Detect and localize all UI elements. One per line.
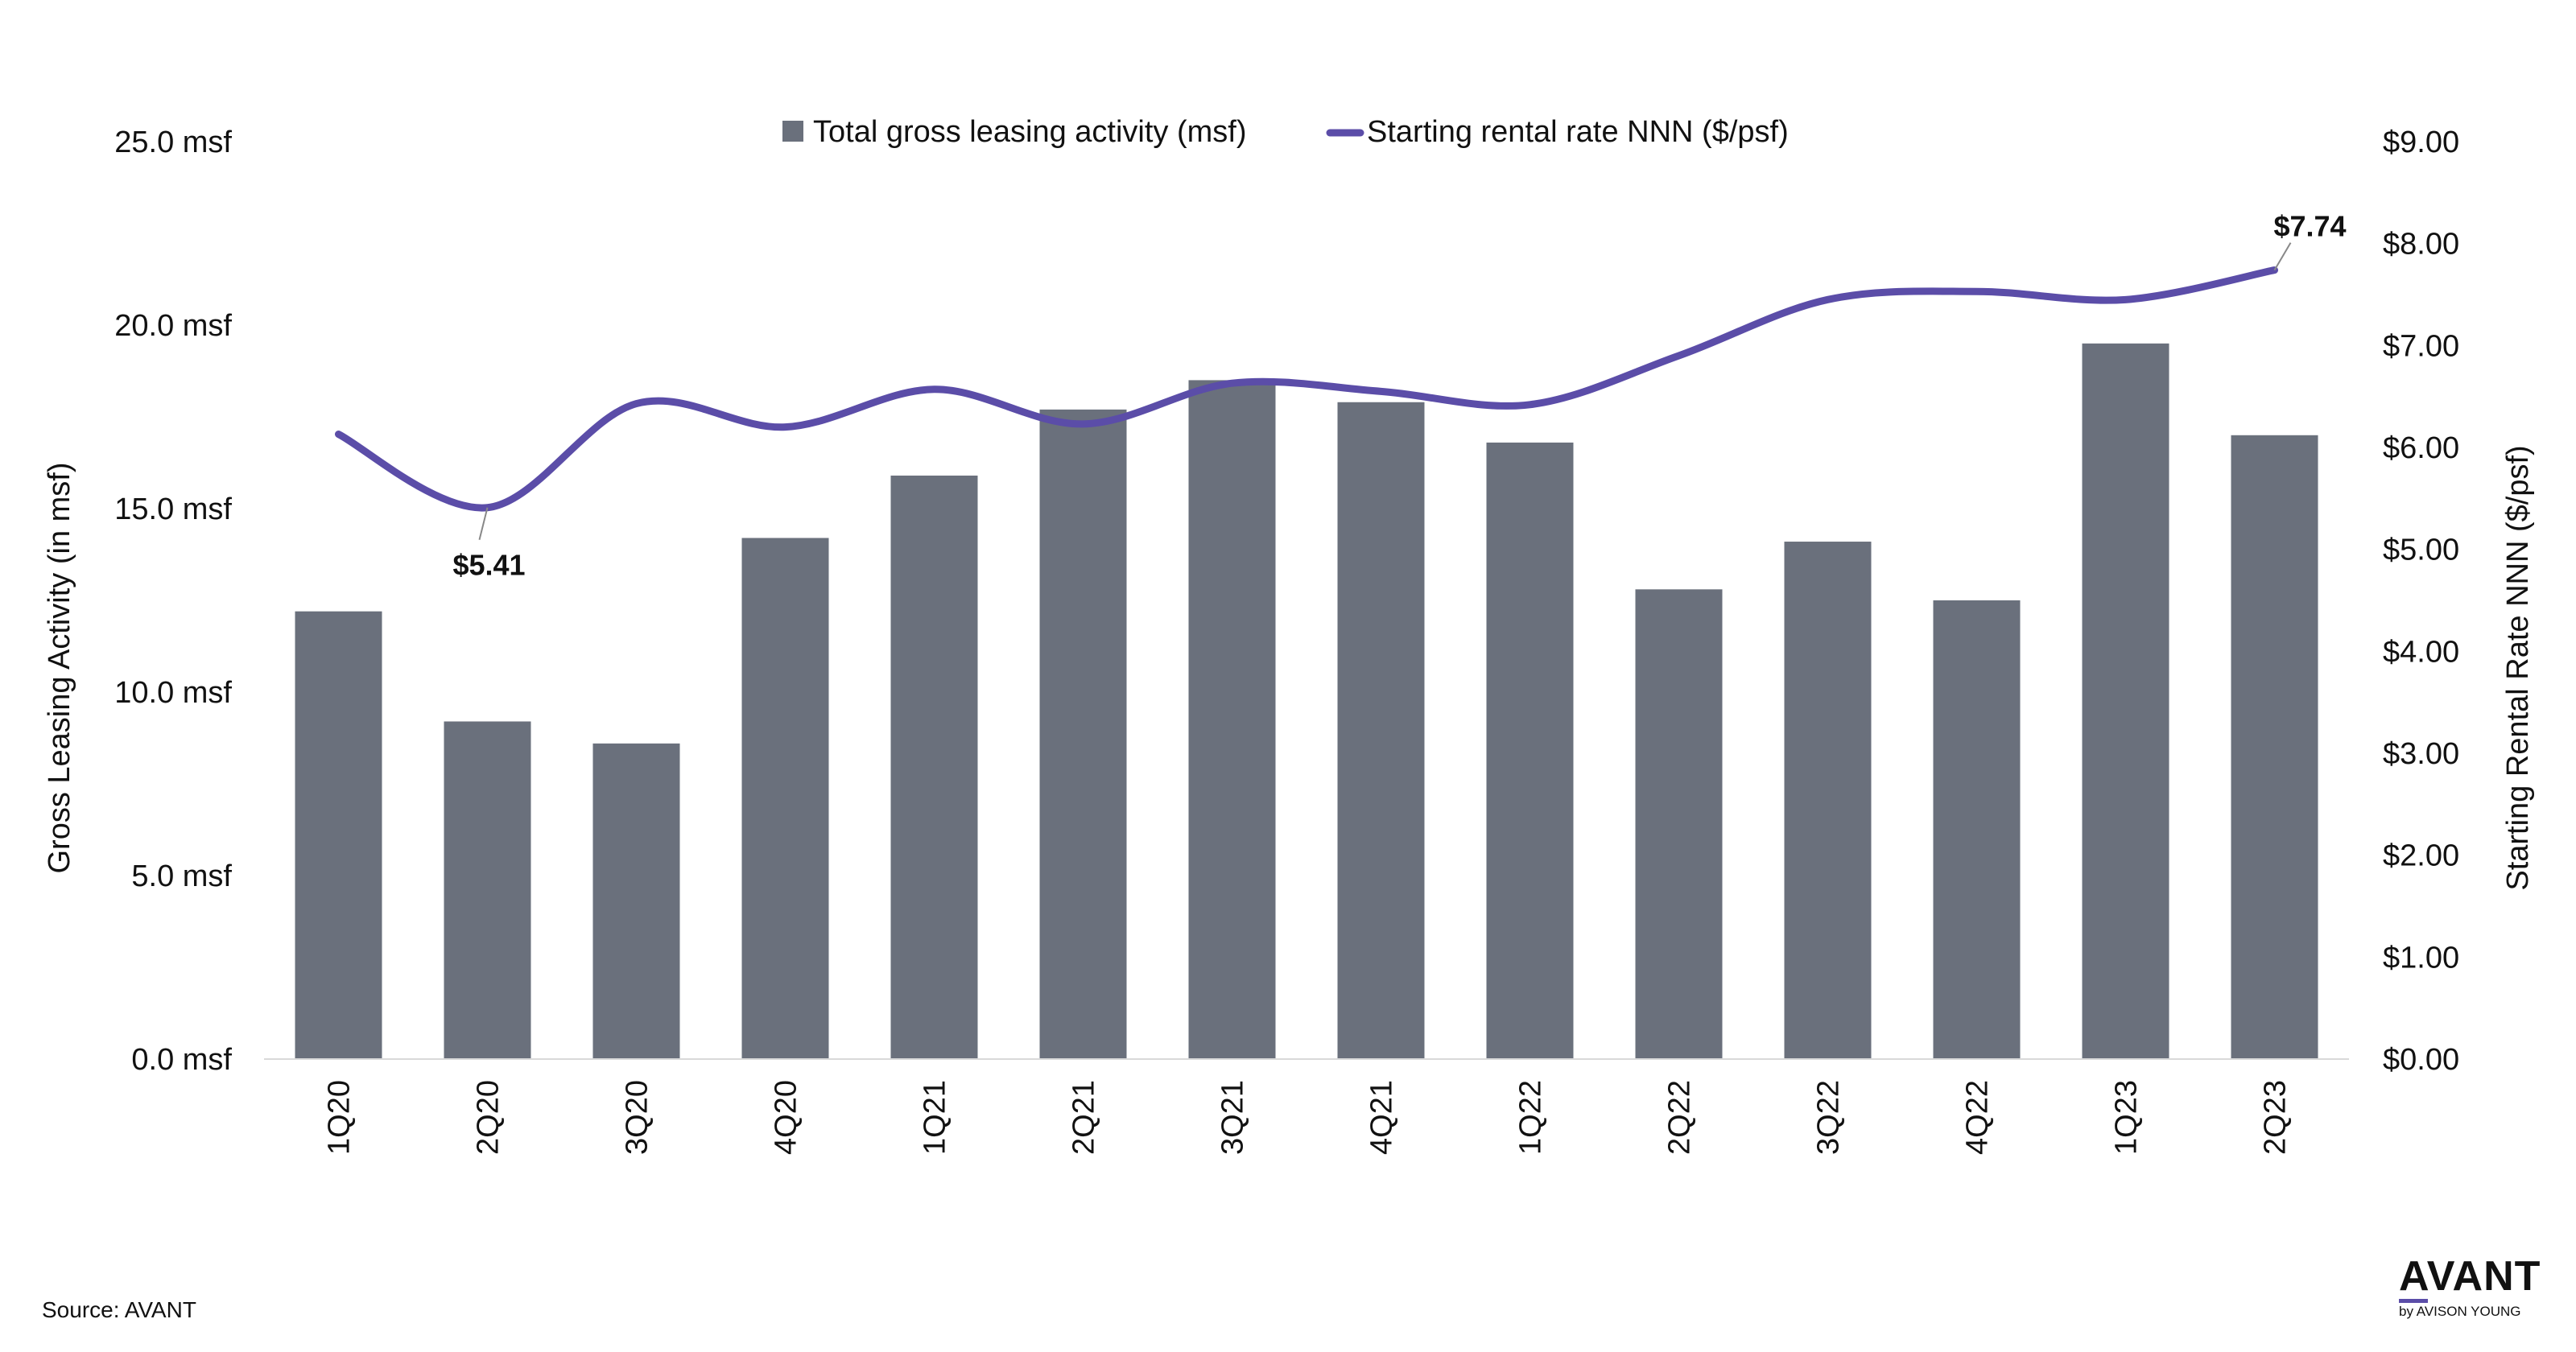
right-tick-label: $5.00	[2383, 534, 2459, 567]
x-tick-label: 1Q22	[1514, 1080, 1548, 1155]
x-tick-label: 1Q20	[323, 1080, 357, 1155]
x-tick-label: 4Q20	[770, 1080, 803, 1155]
right-tick-label: $3.00	[2383, 737, 2459, 771]
line-series	[335, 266, 2278, 512]
right-tick-label: $1.00	[2383, 941, 2459, 975]
right-axis: $0.00 $1.00 $2.00 $3.00 $4.00 $5.00 $6.00 $7.00…	[2383, 126, 2459, 1077]
bar-2q22	[1635, 589, 1723, 1059]
bar-1q20	[295, 611, 382, 1059]
left-tick-label: 20.0 msf	[114, 309, 232, 343]
right-axis-title: Starting Rental Rate NNN ($/psf)	[2501, 445, 2535, 890]
x-axis: 1Q20 2Q20 3Q20 4Q20 1Q21 2Q21 3Q21 4Q21 1Q22 2Q22…	[323, 1080, 2293, 1155]
x-tick-label: 3Q20	[621, 1080, 654, 1155]
left-tick-label: 0.0 msf	[131, 1043, 232, 1077]
avant-logo: AVANT by AVISON YOUNG	[2399, 1255, 2544, 1321]
bar-4q20	[741, 538, 829, 1059]
right-tick-label: $8.00	[2383, 228, 2459, 262]
left-tick-label: 10.0 msf	[114, 676, 232, 710]
x-tick-label: 4Q21	[1365, 1080, 1399, 1155]
logo-accent-bar	[2399, 1299, 2428, 1303]
rental-rate-line	[335, 266, 2278, 512]
bar-1q23	[2082, 343, 2169, 1059]
x-tick-label: 2Q22	[1663, 1080, 1697, 1155]
x-tick-label: 1Q21	[919, 1080, 952, 1155]
bar-4q22	[1933, 600, 2021, 1059]
legend: Total gross leasing activity (msf) Starti…	[782, 115, 1789, 149]
bar-2q21	[1039, 409, 1127, 1059]
bar-3q20	[592, 743, 680, 1059]
bar-1q21	[890, 475, 978, 1059]
callout-label: $5.41	[452, 549, 525, 582]
right-tick-label: $2.00	[2383, 839, 2459, 873]
legend-bar-label: Total gross leasing activity (msf)	[813, 115, 1247, 149]
x-tick-label: 3Q21	[1216, 1080, 1250, 1155]
right-tick-label: $4.00	[2383, 635, 2459, 669]
left-axis: 0.0 msf 5.0 msf 10.0 msf 15.0 msf 20.0 msf 25…	[114, 126, 232, 1077]
legend-line-label: Starting rental rate NNN ($/psf)	[1367, 115, 1789, 149]
bar-2q23	[2231, 435, 2318, 1059]
right-tick-label: $0.00	[2383, 1043, 2459, 1077]
left-tick-label: 25.0 msf	[114, 126, 232, 159]
x-tick-label: 2Q21	[1067, 1080, 1101, 1155]
x-tick-label: 1Q23	[2110, 1080, 2144, 1155]
right-tick-label: $6.00	[2383, 431, 2459, 465]
bar-4q21	[1337, 402, 1425, 1059]
logo-wordmark: AVANT	[2399, 1253, 2541, 1300]
left-tick-label: 5.0 msf	[131, 859, 232, 893]
legend-bar-swatch	[782, 121, 803, 142]
left-axis-title: Gross Leasing Activity (in msf)	[43, 462, 76, 873]
x-tick-label: 2Q20	[472, 1080, 506, 1155]
bar-2q20	[444, 721, 531, 1059]
right-tick-label: $9.00	[2383, 126, 2459, 159]
bar-series	[295, 343, 2318, 1059]
bar-3q22	[1784, 542, 1872, 1059]
callout-label: $7.74	[2273, 210, 2346, 243]
x-tick-label: 3Q22	[1812, 1080, 1846, 1155]
right-tick-label: $7.00	[2383, 329, 2459, 363]
logo-subtitle: by AVISON YOUNG	[2399, 1304, 2521, 1319]
bar-3q21	[1188, 380, 1276, 1059]
x-tick-label: 4Q22	[1961, 1080, 1995, 1155]
x-tick-label: 2Q23	[2259, 1080, 2293, 1155]
callouts: $5.41 $7.74	[452, 210, 2346, 582]
bar-1q22	[1486, 442, 1574, 1059]
callout-leader	[478, 507, 489, 540]
source-note: Source: AVANT	[42, 1297, 196, 1322]
callout-leader	[2273, 242, 2292, 271]
left-tick-label: 15.0 msf	[114, 493, 232, 526]
